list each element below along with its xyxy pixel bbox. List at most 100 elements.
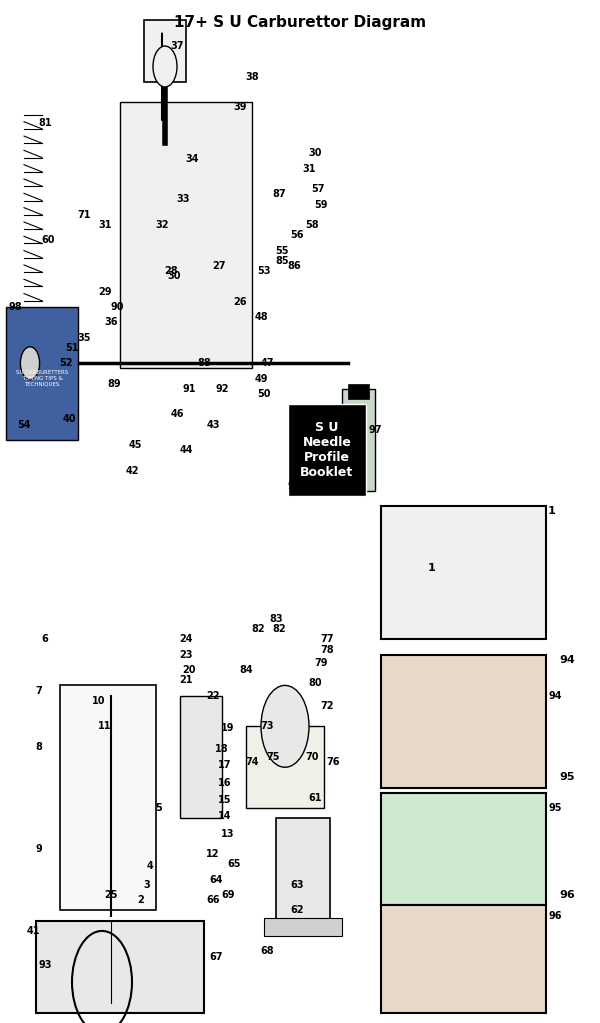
Text: 51: 51	[65, 343, 79, 353]
Bar	[276, 818, 330, 921]
Text: 10: 10	[92, 696, 106, 706]
Circle shape	[153, 46, 177, 87]
Text: 41: 41	[26, 926, 40, 936]
Text: 65: 65	[227, 859, 241, 870]
Text: 68: 68	[260, 946, 274, 957]
Text: 66: 66	[206, 895, 220, 905]
Text: 38: 38	[245, 72, 259, 82]
Text: 52: 52	[59, 358, 73, 368]
Text: 86: 86	[287, 261, 301, 271]
Text: 98: 98	[8, 302, 22, 312]
Text: SU CARBURETTERS
TUNING TIPS &
TECHNIQUES: SU CARBURETTERS TUNING TIPS & TECHNIQUES	[16, 370, 68, 387]
Text: 6: 6	[41, 634, 49, 644]
Text: 28: 28	[164, 266, 178, 276]
Text: 85: 85	[275, 256, 289, 266]
Text: 72: 72	[320, 701, 334, 711]
Text: 63: 63	[290, 880, 304, 890]
Text: 31: 31	[98, 220, 112, 230]
Text: 56: 56	[290, 230, 304, 240]
Text: S U
Needle
Profile
Booklet: S U Needle Profile Booklet	[301, 421, 353, 479]
Text: 81: 81	[38, 118, 52, 128]
Text: 3: 3	[143, 880, 151, 890]
Bar	[381, 905, 546, 1013]
Text: 44: 44	[179, 445, 193, 455]
Text: 94: 94	[548, 691, 562, 701]
Text: 96: 96	[548, 910, 562, 921]
Text: 70: 70	[305, 752, 319, 762]
Text: 84: 84	[239, 665, 253, 675]
Text: 47: 47	[260, 358, 274, 368]
Text: 54: 54	[17, 419, 31, 430]
Text: 26: 26	[233, 297, 247, 307]
Text: 67: 67	[209, 951, 223, 962]
Text: 37: 37	[170, 41, 184, 51]
Text: 46: 46	[170, 409, 184, 419]
Text: 18: 18	[215, 744, 229, 754]
Bar	[180, 696, 222, 818]
Text: 76: 76	[326, 757, 340, 767]
Text: 75: 75	[266, 752, 280, 762]
Bar	[36, 921, 204, 1013]
Text: 24: 24	[179, 634, 193, 644]
Text: 1: 1	[548, 506, 556, 517]
Text: 99: 99	[287, 481, 301, 491]
Text: 42: 42	[125, 465, 139, 476]
Text: 30: 30	[308, 148, 322, 159]
Text: 62: 62	[290, 905, 304, 916]
Text: 34: 34	[185, 153, 199, 164]
Text: 12: 12	[206, 849, 220, 859]
Text: 95: 95	[559, 772, 575, 783]
Circle shape	[20, 347, 40, 380]
Text: 48: 48	[254, 312, 268, 322]
Text: 32: 32	[155, 220, 169, 230]
Text: 21: 21	[179, 675, 193, 685]
Text: 19: 19	[221, 723, 235, 733]
Bar	[381, 506, 546, 639]
Text: DAMPER
OIL: DAMPER OIL	[347, 455, 367, 465]
Text: 87: 87	[272, 189, 286, 199]
Text: 13: 13	[221, 829, 235, 839]
Text: 79: 79	[314, 658, 328, 668]
Text: 96: 96	[559, 890, 575, 900]
Text: 93: 93	[38, 960, 52, 970]
Text: 71: 71	[77, 210, 91, 220]
Text: 59: 59	[314, 199, 328, 210]
Text: 40: 40	[62, 414, 76, 425]
Text: 89: 89	[107, 379, 121, 389]
Bar	[120, 102, 252, 368]
FancyBboxPatch shape	[288, 404, 366, 496]
Text: 49: 49	[254, 373, 268, 384]
Text: 20: 20	[182, 665, 196, 675]
Bar	[144, 20, 186, 82]
Bar	[348, 384, 369, 399]
Text: 55: 55	[275, 246, 289, 256]
Text: 11: 11	[98, 721, 112, 731]
Text: 77: 77	[320, 634, 334, 644]
Text: 5: 5	[155, 803, 163, 813]
Text: 82: 82	[272, 624, 286, 634]
Text: 95: 95	[548, 803, 562, 813]
Bar	[381, 655, 546, 788]
Text: 33: 33	[176, 194, 190, 205]
Text: 43: 43	[206, 419, 220, 430]
Text: 58: 58	[305, 220, 319, 230]
Text: 17+ S U Carburettor Diagram: 17+ S U Carburettor Diagram	[174, 15, 426, 31]
Circle shape	[261, 685, 309, 767]
Text: 8: 8	[35, 742, 43, 752]
Text: 17: 17	[218, 760, 232, 770]
Text: 73: 73	[260, 721, 274, 731]
Text: 1: 1	[428, 563, 436, 573]
Text: 88: 88	[197, 358, 211, 368]
Bar	[381, 793, 546, 905]
Text: 69: 69	[221, 890, 235, 900]
Text: 39: 39	[233, 102, 247, 113]
Bar	[60, 685, 156, 910]
Text: 14: 14	[218, 811, 232, 821]
Text: 64: 64	[209, 875, 223, 885]
Text: 16: 16	[218, 777, 232, 788]
Text: 15: 15	[218, 795, 232, 805]
Text: 78: 78	[320, 644, 334, 655]
Text: 60: 60	[41, 235, 55, 246]
Bar	[6, 307, 78, 440]
Text: 23: 23	[179, 650, 193, 660]
